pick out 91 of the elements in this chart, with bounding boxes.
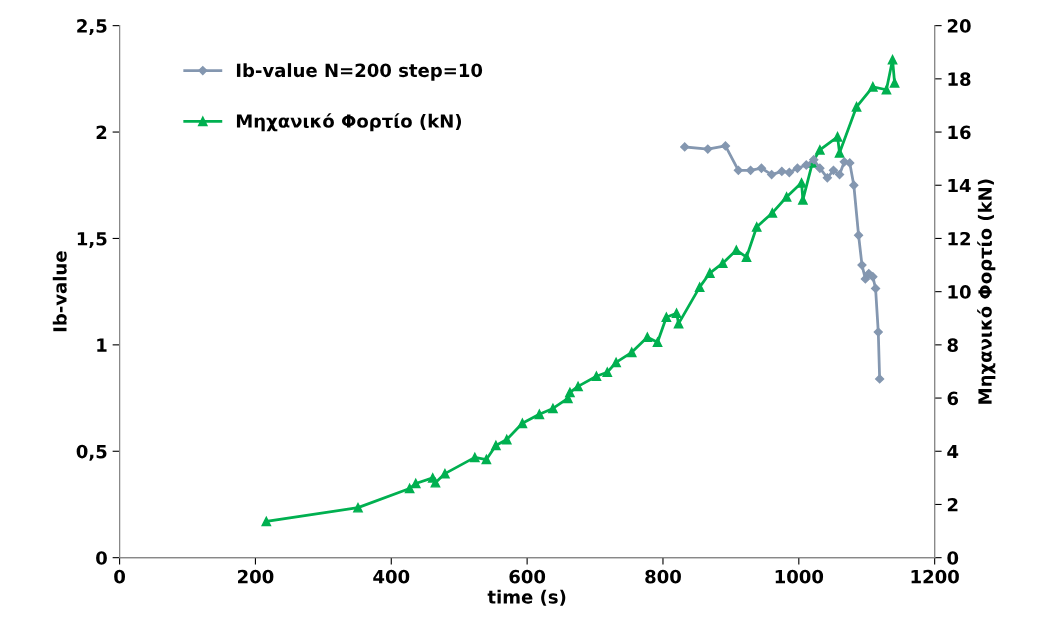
point [680, 142, 690, 152]
point [741, 252, 752, 262]
legend-label: Μηχανικό Φορτίο (kN) [236, 113, 462, 132]
point [767, 169, 777, 180]
point [565, 387, 575, 398]
point [767, 208, 778, 218]
point [815, 163, 825, 173]
point [834, 169, 845, 180]
y-tick-label: 0,5 [76, 444, 107, 461]
point [440, 468, 450, 479]
point [796, 177, 807, 188]
x-tick-label: 800 [645, 569, 681, 584]
point [781, 192, 792, 202]
y2-tick-label: 16 [948, 125, 971, 140]
point [853, 230, 864, 240]
point [832, 131, 843, 142]
y-tick-label: 1,5 [77, 232, 107, 248]
point [430, 477, 441, 488]
point [751, 222, 762, 232]
point [868, 272, 878, 282]
point [642, 332, 653, 343]
point [784, 167, 794, 178]
point [694, 282, 705, 292]
x-tick-label: 600 [509, 569, 546, 584]
y2-tick-label: 2 [947, 497, 958, 512]
point [573, 381, 583, 392]
point [867, 81, 878, 92]
y2-axis-title: Μηχανικό Φορτίο (kN) [977, 179, 996, 404]
y2-tick-label: 18 [948, 72, 971, 86]
y2-tick-label: 12 [948, 231, 971, 246]
point [534, 409, 545, 420]
y2-tick-label: 10 [948, 285, 971, 299]
point [851, 101, 862, 112]
y2-tick-label: 20 [947, 19, 971, 33]
point [849, 180, 859, 190]
point [792, 163, 803, 173]
point [704, 268, 715, 278]
point [801, 160, 811, 170]
x-tick-label: 1200 [911, 569, 959, 584]
y-tick-label: 2,5 [77, 19, 107, 36]
point [626, 347, 637, 358]
point [353, 502, 363, 513]
point [501, 434, 512, 445]
point [731, 245, 742, 256]
point [703, 144, 713, 154]
y2-tick-label: 8 [947, 338, 958, 352]
point [517, 418, 528, 429]
legend-label: Ib-value N=200 step=10 [236, 63, 483, 81]
point [548, 403, 558, 414]
point [873, 327, 883, 337]
x-axis-title: time (s) [487, 589, 566, 606]
point [591, 371, 602, 382]
point [717, 258, 728, 269]
x-tick-label: 0 [114, 569, 125, 584]
point [887, 54, 898, 65]
x-tick-label: 200 [238, 569, 274, 584]
y2-tick-label: 14 [948, 178, 971, 193]
point [661, 312, 672, 323]
point [481, 454, 492, 465]
y2-tick-label: 4 [947, 444, 959, 459]
point [602, 367, 613, 378]
point [404, 483, 415, 494]
point [881, 84, 892, 95]
point [261, 516, 272, 527]
point [875, 374, 885, 384]
point [845, 158, 855, 168]
point [798, 195, 808, 205]
y-axis-title: Ib-value [52, 251, 67, 332]
point [733, 165, 743, 175]
y-tick-label: 1 [97, 338, 107, 352]
point [671, 308, 682, 319]
y-tick-label: 2 [96, 125, 107, 139]
point [720, 141, 731, 151]
point [815, 145, 825, 155]
point [469, 452, 480, 463]
point [822, 173, 832, 183]
y2-tick-label: 6 [947, 391, 959, 406]
point [756, 163, 767, 173]
point [652, 337, 663, 348]
x-tick-label: 1000 [775, 569, 824, 584]
point [870, 283, 881, 294]
point [777, 166, 787, 177]
x-tick-label: 400 [373, 569, 410, 584]
y2-tick-label: 0 [947, 551, 959, 565]
point [828, 165, 839, 175]
y-tick-label: 0 [96, 551, 107, 565]
point [410, 478, 421, 489]
point [491, 440, 501, 451]
point [673, 318, 684, 329]
point [889, 77, 900, 88]
point [611, 357, 621, 368]
